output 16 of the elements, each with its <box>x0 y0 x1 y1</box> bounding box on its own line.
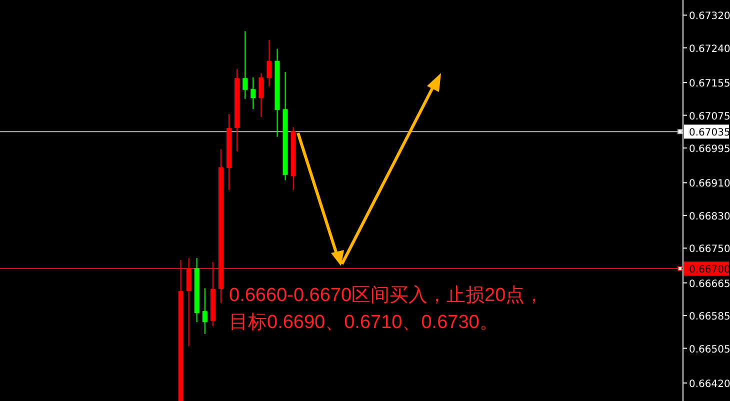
y-tick-label: 0.67240 <box>689 44 730 55</box>
y-tick-label: 0.66505 <box>689 344 730 356</box>
y-tick-label: 0.67320 <box>689 11 730 22</box>
ref-line-label: 0.66700 <box>689 264 730 276</box>
y-tick-label: 0.66665 <box>689 278 730 290</box>
ref-line-label: 0.67035 <box>689 128 730 139</box>
annotation: 0.6660-0.6670区间买入，止损20点， <box>229 285 544 306</box>
y-tick-label: 0.67155 <box>689 78 730 90</box>
y-tick-label: 0.66750 <box>689 244 730 256</box>
y-tick-label: 0.66420 <box>689 379 730 390</box>
y-tick-label: 0.66585 <box>689 312 730 323</box>
y-tick-label: 0.66910 <box>689 178 730 190</box>
annotation: 目标0.6690、0.6710、0.6730。 <box>229 312 498 333</box>
y-tick-label: 0.66830 <box>689 211 730 222</box>
y-tick-label: 0.66995 <box>689 144 730 155</box>
y-tick-label: 0.67075 <box>689 111 730 122</box>
